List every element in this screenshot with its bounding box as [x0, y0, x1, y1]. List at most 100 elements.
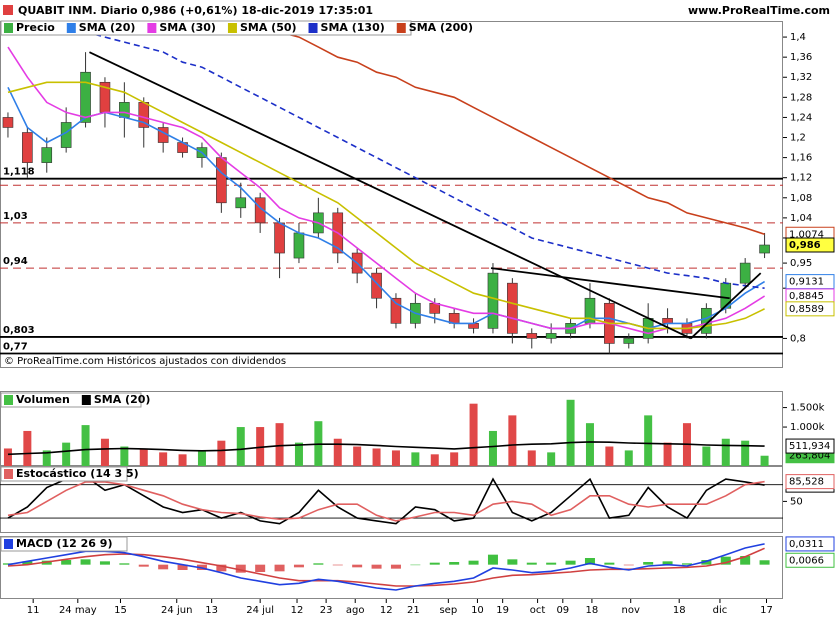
y-tick-label: 0,95: [790, 258, 812, 269]
last-value-box: [785, 301, 835, 317]
candle-body: [119, 102, 130, 118]
legend-swatch: [308, 23, 318, 33]
volume-bar: [508, 415, 517, 466]
y-tick-label: 1,16: [790, 153, 812, 164]
y-tick-label: 1,08: [790, 193, 812, 204]
y-tick-label: 1.500k: [790, 403, 825, 414]
stochastic-panel: [0, 466, 783, 533]
level-label: 0,77: [3, 341, 28, 352]
panel-title: MACD (12 26 9): [16, 537, 112, 550]
volume-bar: [488, 430, 497, 466]
histogram-bar: [371, 564, 382, 569]
histogram-bar: [410, 564, 421, 566]
histogram-bar: [468, 560, 479, 565]
histogram-bar: [701, 560, 712, 565]
volume-bar: [624, 450, 633, 466]
last-value-label: 0,0311: [789, 539, 824, 550]
volume-bar: [23, 430, 32, 466]
volume-bar: [42, 450, 51, 466]
x-tick-label: 09: [556, 605, 569, 616]
last-value-box: [785, 536, 835, 552]
volume-bar: [236, 427, 245, 466]
candle-body: [22, 132, 33, 163]
volume-bar: [178, 454, 187, 466]
y-tick-label: 1,12: [790, 173, 812, 184]
histogram-bar: [216, 564, 227, 572]
last-value-box: [785, 474, 835, 490]
histogram-bar: [138, 564, 149, 567]
legend-label: SMA (20): [94, 393, 151, 406]
series-line: [7, 81, 765, 330]
legend-swatch: [4, 539, 13, 549]
candle-body: [487, 272, 499, 329]
legend-swatch: [4, 469, 13, 479]
x-tick-label: 15: [114, 605, 127, 616]
volume-bar: [721, 438, 730, 466]
x-tick-label: 10: [471, 605, 484, 616]
x-tick-label: 13: [205, 605, 218, 616]
volume-bar: [760, 455, 769, 466]
histogram-bar: [313, 563, 324, 565]
legend-box: [0, 392, 142, 408]
volume-bar: [605, 446, 614, 466]
histogram-bar: [255, 564, 266, 572]
footnote: © ProRealTime.com Históricos ajustados c…: [4, 355, 286, 367]
x-tick-label: 12: [380, 605, 393, 616]
level-label: 1,118: [3, 167, 35, 178]
volume-bar: [333, 438, 342, 466]
x-tick-label: oct: [530, 605, 546, 616]
volume-bar: [275, 423, 284, 466]
series-line: [7, 475, 765, 525]
series-group: [7, 22, 766, 335]
level-label: 0,94: [3, 256, 28, 267]
y-tick-label: 50: [790, 496, 803, 507]
legend-swatch: [4, 395, 13, 405]
histogram-bar: [274, 564, 285, 572]
candle-body: [371, 272, 382, 299]
legend-label: Precio: [16, 21, 55, 34]
last-value-label: 0,986: [789, 240, 821, 251]
legend-box: [0, 536, 128, 552]
y-tick-label: 1,36: [790, 52, 812, 63]
x-tick-label: 12: [291, 605, 304, 616]
last-value-label: 263,804: [789, 451, 830, 462]
histogram-bar: [22, 561, 33, 565]
series-line: [7, 46, 766, 335]
histogram-bar: [332, 564, 343, 566]
volume-bar: [159, 452, 168, 466]
level-label: 0,803: [3, 325, 35, 336]
x-tick-label: 23: [320, 605, 333, 616]
trend-line: [490, 267, 730, 300]
last-value-label: 0,0066: [789, 555, 824, 566]
candle-body: [254, 197, 266, 224]
candle-body: [274, 222, 285, 254]
candle-body: [216, 157, 227, 204]
volume-bar: [372, 448, 381, 466]
candle-body: [235, 197, 247, 209]
candle-body: [701, 307, 712, 334]
legend-label: SMA (200): [409, 21, 473, 34]
volume-bar: [566, 399, 575, 466]
volume-bar: [702, 446, 711, 466]
x-tick-label: sep: [439, 605, 457, 616]
legend-swatch: [396, 23, 406, 33]
series-line: [7, 441, 765, 456]
candle-body: [545, 333, 557, 339]
legend-label: SMA (50): [240, 21, 297, 34]
series-group: [2, 543, 770, 591]
series-line: [7, 480, 765, 522]
histogram-bar: [584, 558, 595, 565]
legend-box: [0, 20, 412, 36]
legend-swatch: [4, 23, 13, 33]
volume-bar: [469, 403, 478, 466]
y-tick-label: 1.000k: [790, 422, 825, 433]
last-value-label: 0,8845: [789, 291, 824, 302]
histogram-bar: [429, 562, 440, 565]
candle-body: [41, 147, 53, 163]
candle-body: [2, 117, 14, 128]
volume-bar: [391, 450, 400, 466]
x-tick-label: 18: [673, 605, 686, 616]
series-group: [7, 475, 765, 525]
volume-bar: [217, 440, 226, 466]
